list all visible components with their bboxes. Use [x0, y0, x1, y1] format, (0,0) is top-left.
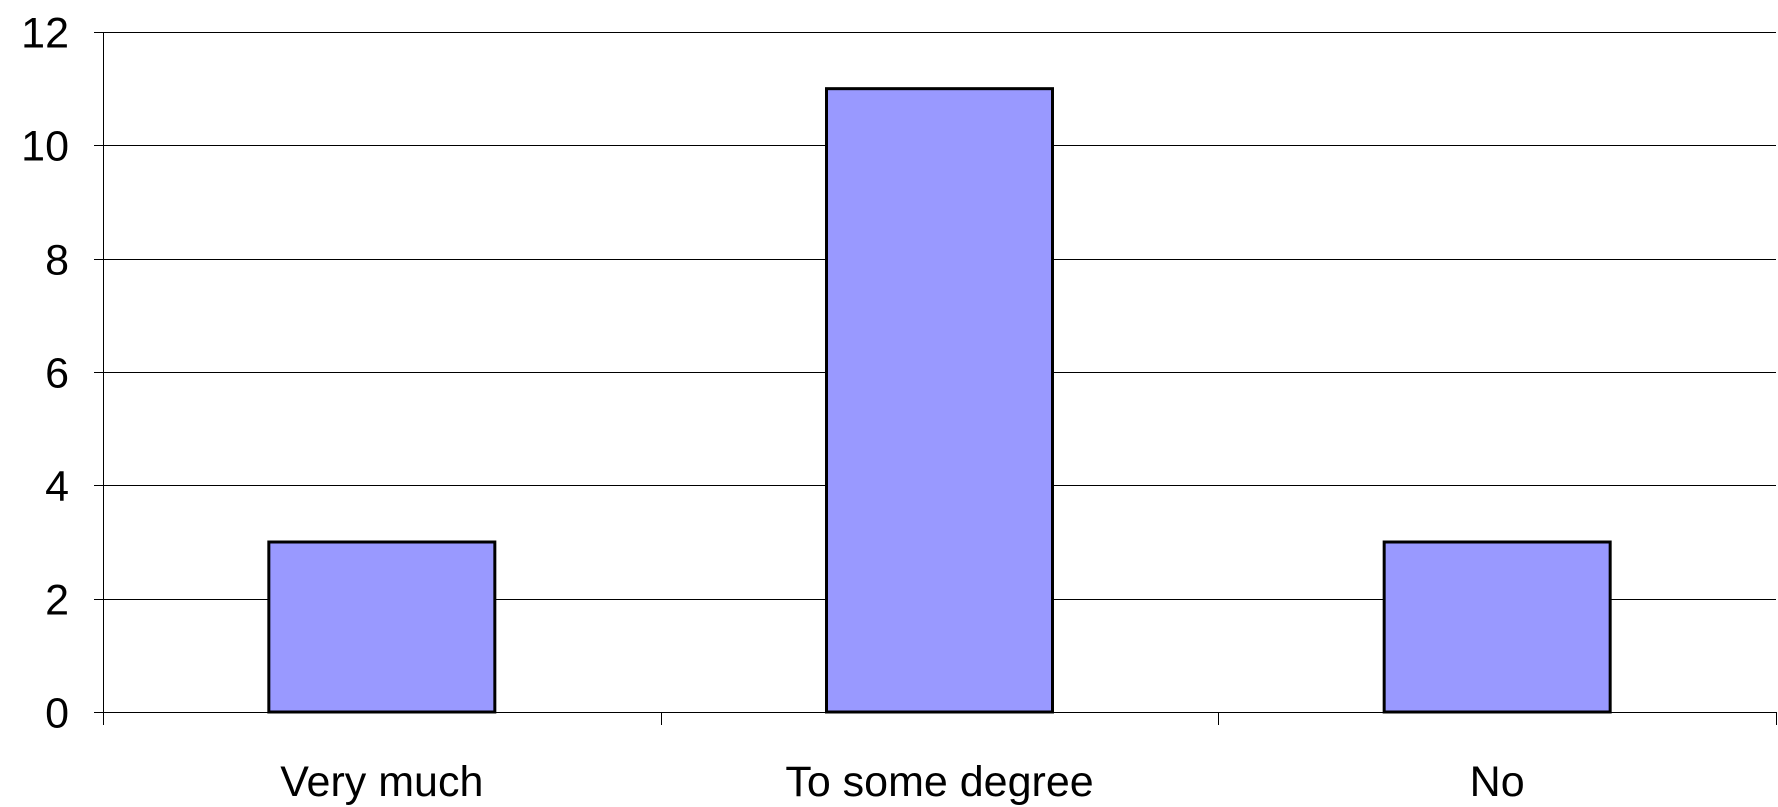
y-tick-label: 0: [45, 690, 69, 738]
x-tick-label: No: [1470, 758, 1525, 806]
bar: [267, 540, 497, 714]
x-tick-label: To some degree: [785, 758, 1093, 806]
x-tick-label: Very much: [280, 758, 483, 806]
y-tick-label: 8: [45, 237, 69, 285]
y-tick-label: 12: [21, 10, 69, 58]
bars: [267, 87, 1612, 714]
y-tick-label: 10: [21, 123, 69, 171]
tick-labels: 0 2 4 6 8 10 12 Very much To some degree No: [21, 10, 1524, 807]
bar: [825, 87, 1054, 714]
bar: [1382, 540, 1612, 714]
axes: [94, 32, 1777, 725]
y-tick-label: 4: [45, 463, 69, 511]
y-tick-label: 2: [45, 577, 69, 625]
y-tick-label: 6: [45, 350, 69, 398]
